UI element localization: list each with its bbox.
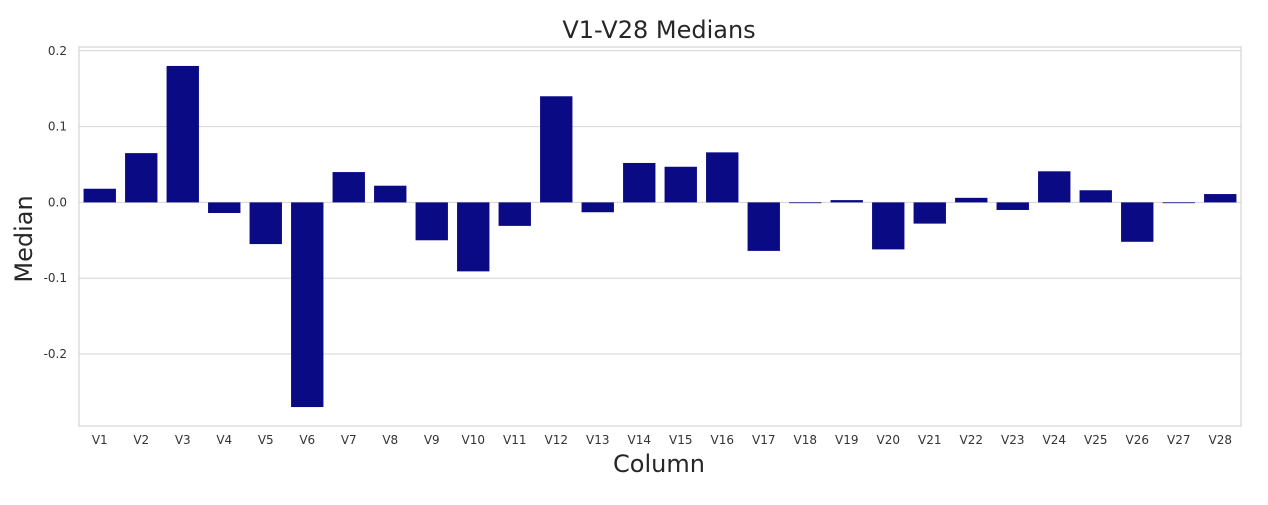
bar-v14 — [623, 162, 656, 203]
x-tick-label: V14 — [628, 433, 651, 447]
bar-v7 — [332, 172, 365, 203]
x-tick-label: V10 — [462, 433, 485, 447]
x-tick-label: V27 — [1167, 433, 1190, 447]
bar-v5 — [249, 202, 282, 245]
bar-v23 — [996, 202, 1029, 210]
chart-title: V1-V28 Medians — [562, 16, 755, 44]
bar-v11 — [498, 202, 531, 226]
y-tick-labels: 0.2 0.1 0.0 -0.1 -0.2 — [44, 44, 67, 361]
x-tick-label: V1 — [92, 433, 108, 447]
bar-v24 — [1038, 171, 1071, 203]
y-tick-label: 0.2 — [48, 44, 67, 58]
x-tick-label: V20 — [877, 433, 900, 447]
x-tick-label: V4 — [216, 433, 232, 447]
x-tick-label: V2 — [133, 433, 149, 447]
x-tick-label: V3 — [175, 433, 191, 447]
bar-v9 — [415, 202, 448, 241]
x-tick-label: V6 — [299, 433, 315, 447]
y-tick-label: 0.1 — [48, 120, 67, 134]
bar-v28 — [1204, 194, 1237, 203]
bar-v8 — [374, 185, 407, 203]
bar-v4 — [208, 202, 241, 214]
bar-v6 — [291, 202, 324, 408]
bar-v22 — [955, 197, 988, 203]
x-tick-label: V13 — [586, 433, 609, 447]
y-tick-label: -0.2 — [44, 347, 67, 361]
x-tick-label: V16 — [711, 433, 734, 447]
y-tick-label: -0.1 — [44, 271, 67, 285]
y-tick-label: 0.0 — [48, 195, 67, 209]
bar-v27 — [1162, 202, 1195, 204]
x-tick-label: V18 — [794, 433, 817, 447]
bar-v18 — [789, 202, 822, 204]
bar-v15 — [664, 166, 697, 203]
x-tick-label: V8 — [382, 433, 398, 447]
x-tick-label: V5 — [258, 433, 274, 447]
bar-v12 — [540, 96, 573, 203]
bars — [83, 65, 1237, 408]
bar-v19 — [830, 200, 863, 203]
bar-v10 — [457, 202, 490, 272]
bar-v2 — [125, 153, 158, 203]
x-tick-label: V24 — [1043, 433, 1066, 447]
bar-v21 — [913, 202, 946, 224]
x-tick-labels: V1 V2 V3 V4 V5 V6 V7 V8 V9 V10 V11 V12 V13 V14 V15 V16 V… — [92, 433, 1232, 447]
bar-v25 — [1079, 190, 1112, 203]
x-tick-label: V22 — [960, 433, 983, 447]
x-tick-label: V25 — [1084, 433, 1107, 447]
bar-v3 — [166, 65, 199, 203]
plot-area-frame — [78, 46, 1242, 427]
x-tick-label: V26 — [1126, 433, 1149, 447]
x-tick-label: V23 — [1001, 433, 1024, 447]
x-tick-label: V7 — [341, 433, 357, 447]
bar-v26 — [1121, 202, 1154, 242]
y-axis-title: Median — [10, 195, 38, 282]
bar-v1 — [83, 188, 116, 203]
x-axis-title: Column — [613, 450, 705, 478]
x-tick-label: V28 — [1209, 433, 1232, 447]
bar-v20 — [872, 202, 905, 250]
x-tick-label: V9 — [424, 433, 440, 447]
x-tick-label: V17 — [752, 433, 775, 447]
bar-v13 — [581, 202, 614, 213]
x-tick-label: V21 — [918, 433, 941, 447]
bar-v17 — [747, 202, 780, 251]
x-tick-label: V19 — [835, 433, 858, 447]
bar-v16 — [706, 152, 739, 203]
x-tick-label: V15 — [669, 433, 692, 447]
x-tick-label: V11 — [503, 433, 526, 447]
x-tick-label: V12 — [545, 433, 568, 447]
